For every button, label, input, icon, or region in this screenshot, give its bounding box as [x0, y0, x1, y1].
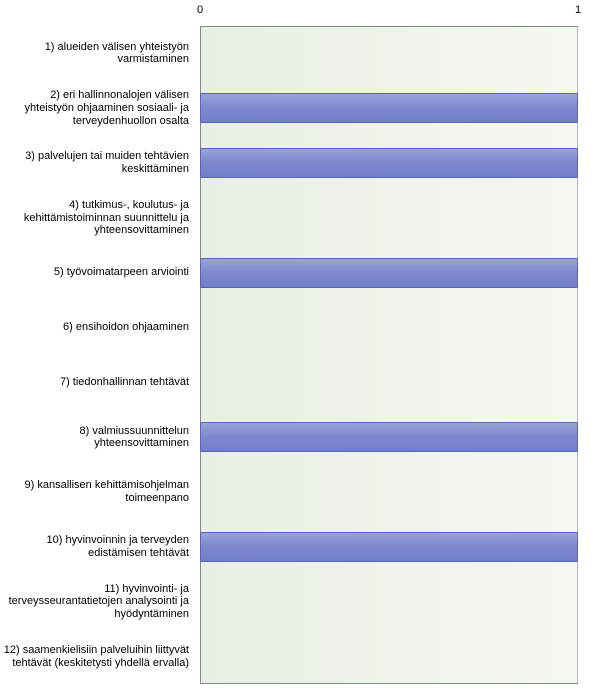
chart-row: 8) valmiussuunnittelun yhteensovittamine… [0, 410, 578, 465]
chart-row: 5) työvoimatarpeen arviointi [0, 245, 578, 300]
x-tick-0: 0 [197, 4, 203, 16]
chart-row: 4) tutkimus-, koulutus- ja kehittämistoi… [0, 190, 578, 245]
category-label: 5) työvoimatarpeen arviointi [0, 266, 195, 279]
bar-cell [200, 519, 578, 574]
x-tick-1: 1 [575, 4, 581, 16]
chart-row: 3) palvelujen tai muiden tehtävien keski… [0, 136, 578, 191]
bar [200, 422, 578, 452]
bar-cell [200, 81, 578, 136]
chart-row: 6) ensihoidon ohjaaminen [0, 300, 578, 355]
bar [200, 93, 578, 123]
category-label: 6) ensihoidon ohjaaminen [0, 321, 195, 334]
bar-cell [200, 465, 578, 520]
category-label: 8) valmiussuunnittelun yhteensovittamine… [0, 425, 195, 450]
bar [200, 148, 578, 178]
chart-row: 10) hyvinvoinnin ja terveyden edistämise… [0, 519, 578, 574]
category-label: 3) palvelujen tai muiden tehtävien keski… [0, 150, 195, 175]
category-label: 1) alueiden välisen yhteistyön varmistam… [0, 41, 195, 66]
category-label: 10) hyvinvoinnin ja terveyden edistämise… [0, 534, 195, 559]
bar-cell [200, 300, 578, 355]
bar-cell [200, 410, 578, 465]
category-label: 12) saamenkielisiin palveluihin liittyvä… [0, 644, 195, 669]
bar-cell [200, 26, 578, 81]
chart-row: 7) tiedonhallinnan tehtävät [0, 355, 578, 410]
horizontal-bar-chart: 0 1 1) alueiden välisen yhteistyön varmi… [0, 0, 600, 688]
category-label: 9) kansallisen kehittämisohjelman toimee… [0, 479, 195, 504]
category-label: 4) tutkimus-, koulutus- ja kehittämistoi… [0, 199, 195, 237]
chart-row: 9) kansallisen kehittämisohjelman toimee… [0, 465, 578, 520]
bar [200, 532, 578, 562]
chart-row: 1) alueiden välisen yhteistyön varmistam… [0, 26, 578, 81]
category-label: 7) tiedonhallinnan tehtävät [0, 376, 195, 389]
chart-row: 2) eri hallinnonalojen välisen yhteistyö… [0, 81, 578, 136]
chart-row: 12) saamenkielisiin palveluihin liittyvä… [0, 629, 578, 684]
category-label: 2) eri hallinnonalojen välisen yhteistyö… [0, 89, 195, 127]
bar-cell [200, 245, 578, 300]
bar-cell [200, 190, 578, 245]
x-axis: 0 1 [200, 0, 578, 26]
bar [200, 258, 578, 288]
bar-cell [200, 355, 578, 410]
chart-row: 11) hyvinvointi- ja terveysseurantatieto… [0, 574, 578, 629]
category-label: 11) hyvinvointi- ja terveysseurantatieto… [0, 583, 195, 621]
bar-cell [200, 574, 578, 629]
bar-cell [200, 629, 578, 684]
bar-cell [200, 136, 578, 191]
chart-rows: 1) alueiden välisen yhteistyön varmistam… [0, 26, 578, 684]
